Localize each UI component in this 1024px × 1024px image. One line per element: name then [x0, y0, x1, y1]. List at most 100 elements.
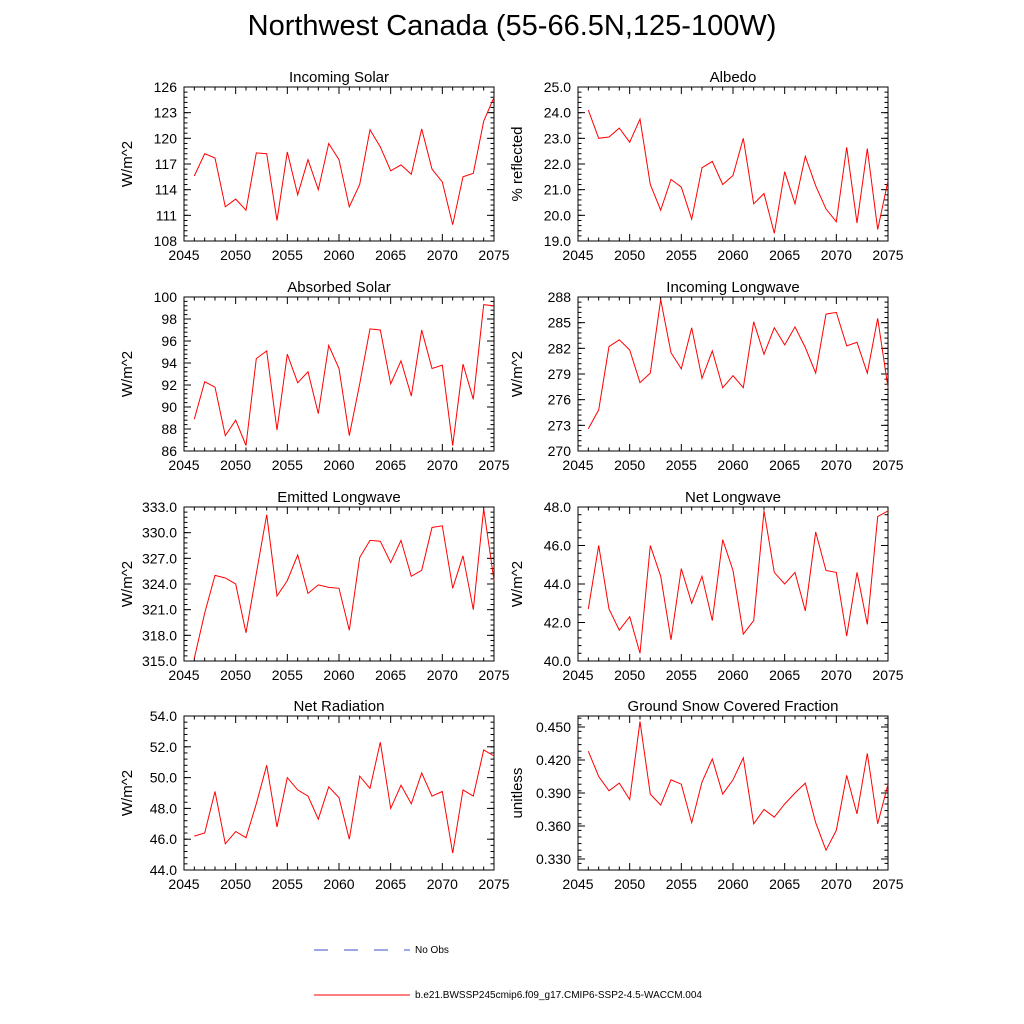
main-title: Northwest Canada (55-66.5N,125-100W): [247, 10, 777, 42]
y-tick-label: 46.0: [150, 831, 177, 847]
x-tick-label: 2045: [168, 667, 199, 683]
y-tick-label: 270: [548, 443, 572, 459]
y-tick-label: 0.330: [536, 851, 571, 867]
y-tick-label: 20.0: [544, 207, 571, 223]
y-axis-label: % reflected: [509, 126, 526, 201]
x-tick-label: 2045: [168, 247, 199, 263]
y-tick-label: 273: [548, 417, 572, 433]
y-tick-label: 0.450: [536, 719, 571, 735]
y-tick-label: 44.0: [544, 576, 571, 592]
x-tick-label: 2070: [821, 247, 852, 263]
x-tick-label: 2060: [717, 667, 748, 683]
panel-8: Ground Snow Covered Fraction 2045 2050 2055…: [509, 698, 904, 892]
x-tick-label: 2045: [562, 876, 593, 892]
y-tick-label: 285: [548, 315, 572, 331]
x-tick-label: 2060: [323, 667, 354, 683]
x-tick-label: 2070: [821, 457, 852, 473]
x-tick-label: 2050: [220, 876, 251, 892]
panel-title: Net Longwave: [685, 489, 781, 506]
y-axis-label: W/m^2: [119, 561, 136, 607]
plot-frame: [183, 506, 495, 662]
plot-frame: [183, 86, 495, 242]
y-tick-label: 315.0: [142, 653, 177, 669]
plot-frame: [577, 715, 889, 871]
panel-title: Incoming Solar: [289, 69, 389, 86]
series-line: [587, 299, 889, 430]
panel-title: Absorbed Solar: [287, 279, 390, 296]
x-tick-label: 2065: [375, 247, 406, 263]
y-tick-label: 94: [161, 355, 177, 371]
x-tick-label: 2055: [666, 667, 697, 683]
y-tick-label: 288: [548, 289, 572, 305]
panel-5: Emitted Longwave 2045 2050 2055 2060 2065 2070…: [119, 489, 510, 683]
x-tick-label: 2055: [666, 247, 697, 263]
series-line: [587, 510, 889, 654]
plot-frame: [577, 506, 889, 662]
x-tick-label: 2060: [323, 876, 354, 892]
panel-title: Net Radiation: [294, 698, 385, 715]
legend: No Obs b.e21.BWSSP245cmip6.f09_g17.CMIP6-…: [314, 945, 702, 1001]
x-tick-label: 2060: [323, 247, 354, 263]
x-tick-label: 2065: [375, 876, 406, 892]
x-tick-label: 2045: [168, 457, 199, 473]
y-tick-label: 0.420: [536, 752, 571, 768]
x-tick-label: 2050: [220, 247, 251, 263]
x-tick-label: 2055: [272, 247, 303, 263]
x-tick-label: 2070: [427, 876, 458, 892]
x-tick-label: 2055: [666, 876, 697, 892]
y-tick-label: 54.0: [150, 708, 177, 724]
series-line: [193, 97, 495, 225]
y-tick-label: 42.0: [544, 615, 571, 631]
y-axis-label: unitless: [509, 768, 526, 819]
x-tick-label: 2070: [427, 247, 458, 263]
x-tick-label: 2070: [821, 667, 852, 683]
y-axis-label: W/m^2: [509, 561, 526, 607]
x-tick-label: 2050: [220, 457, 251, 473]
y-tick-label: 90: [161, 399, 177, 415]
x-tick-label: 2075: [478, 247, 509, 263]
panel-1: Incoming Solar 2045 2050 2055 2060 2065 2070 20…: [119, 69, 510, 263]
y-tick-label: 327.0: [142, 550, 177, 566]
y-tick-label: 111: [156, 207, 177, 223]
x-tick-label: 2065: [769, 457, 800, 473]
x-tick-label: 2045: [562, 667, 593, 683]
x-tick-label: 2045: [168, 876, 199, 892]
y-tick-label: 126: [154, 79, 178, 95]
x-tick-label: 2055: [666, 457, 697, 473]
x-tick-label: 2065: [375, 667, 406, 683]
x-tick-label: 2070: [427, 457, 458, 473]
y-tick-label: 330.0: [142, 525, 177, 541]
x-tick-label: 2050: [614, 457, 645, 473]
series-line: [193, 304, 495, 446]
y-axis-label: W/m^2: [119, 351, 136, 397]
y-tick-label: 48.0: [150, 800, 177, 816]
y-tick-label: 324.0: [142, 576, 177, 592]
plot-frame: [577, 296, 889, 452]
x-tick-label: 2075: [872, 876, 903, 892]
y-axis-label: W/m^2: [119, 141, 136, 187]
y-tick-label: 48.0: [544, 499, 571, 515]
x-tick-label: 2075: [478, 876, 509, 892]
series-line: [193, 508, 495, 659]
y-tick-label: 52.0: [150, 739, 177, 755]
x-tick-label: 2055: [272, 457, 303, 473]
panel-title: Albedo: [710, 69, 757, 86]
x-tick-label: 2065: [769, 247, 800, 263]
panel-6: Net Longwave 2045 2050 2055 2060 2065 2070 2075…: [509, 489, 904, 683]
x-tick-label: 2075: [872, 247, 903, 263]
x-tick-label: 2065: [769, 876, 800, 892]
x-tick-label: 2075: [478, 667, 509, 683]
series-line: [587, 109, 889, 234]
y-tick-label: 123: [154, 105, 178, 121]
y-tick-label: 44.0: [150, 862, 177, 878]
y-tick-label: 96: [161, 333, 177, 349]
x-tick-label: 2050: [614, 247, 645, 263]
x-tick-label: 2070: [427, 667, 458, 683]
y-tick-label: 92: [161, 377, 177, 393]
y-axis-label: W/m^2: [119, 770, 136, 816]
series-line: [194, 742, 495, 854]
y-tick-label: 279: [548, 366, 572, 382]
y-tick-label: 24.0: [544, 105, 571, 121]
y-tick-label: 318.0: [142, 627, 177, 643]
y-tick-label: 321.0: [142, 602, 177, 618]
